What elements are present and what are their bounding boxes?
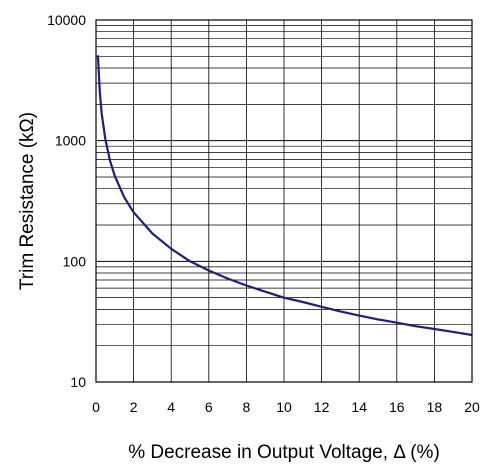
- x-tick-label: 18: [427, 399, 443, 415]
- plot-area-frame: [95, 19, 473, 383]
- y-tick-labels: 10 100 1000 10000: [47, 12, 86, 390]
- x-tick-label: 8: [243, 399, 251, 415]
- x-tick-label: 4: [167, 399, 175, 415]
- x-tick-label: 10: [276, 399, 292, 415]
- y-tick-label: 10000: [47, 12, 86, 28]
- plot-line-group: [96, 55, 473, 337]
- x-tick-label: 20: [464, 399, 480, 415]
- x-tick-label: 0: [92, 399, 100, 415]
- y-tick-label: 100: [63, 253, 87, 269]
- y-tick-label: 10: [70, 374, 86, 390]
- x-tick-label: 14: [351, 399, 367, 415]
- series-line: [96, 55, 473, 337]
- x-tick-label: 16: [389, 399, 405, 415]
- x-tick-label: 12: [314, 399, 330, 415]
- y-tick-label: 1000: [55, 133, 86, 149]
- x-tick-labels: 0 2 4 6 8 10 12 14 16 18 20: [92, 399, 480, 415]
- x-tick-label: 2: [130, 399, 138, 415]
- y-axis-title: Trim Resistance (kΩ): [17, 112, 38, 290]
- x-axis-title: % Decrease in Output Voltage, Δ (%): [128, 442, 440, 463]
- x-tick-label: 6: [205, 399, 213, 415]
- grid: [96, 20, 472, 382]
